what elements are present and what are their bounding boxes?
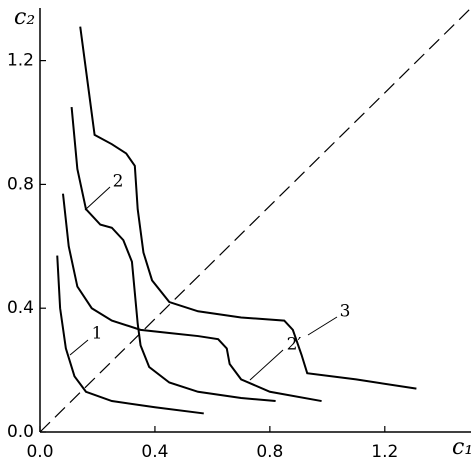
diagonal (39, 7, 472, 433)
curve (79, 26, 417, 390)
curve-label: 2 (113, 172, 124, 192)
x-tick-label: 0.4 (141, 442, 168, 462)
leader-line (307, 316, 338, 336)
leader-line (249, 349, 284, 381)
y-tick-label: 0.0 (7, 422, 34, 442)
x-tick-label: 0.0 (26, 442, 53, 462)
x-tick-label: 1.2 (371, 442, 398, 462)
y-tick-label: 1.2 (7, 51, 34, 71)
leader-line (84, 186, 111, 211)
curve (70, 106, 276, 403)
curve-label: 1 (92, 324, 103, 344)
y-tick-label: 0.4 (7, 298, 34, 318)
y-tick-label: 0.8 (7, 174, 34, 194)
curve-label: 3 (340, 302, 351, 322)
x-axis-label: c₁ (452, 435, 473, 460)
x-tick-label: 0.8 (256, 442, 283, 462)
curve (61, 193, 322, 403)
y-axis-label: c₂ (14, 5, 35, 30)
curve-label: 2′ (287, 335, 302, 355)
leader-line (69, 339, 89, 356)
curve (56, 255, 204, 415)
